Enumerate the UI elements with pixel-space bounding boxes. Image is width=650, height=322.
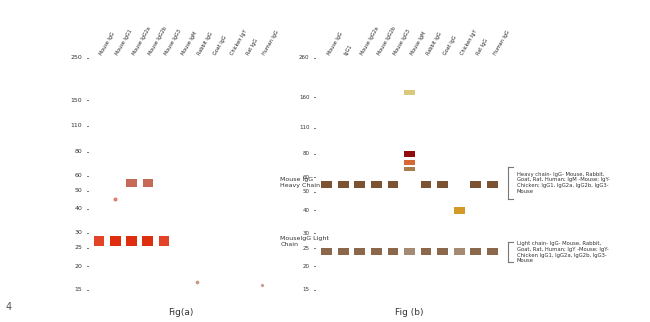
Bar bbox=[487, 181, 498, 188]
Text: 60: 60 bbox=[75, 173, 82, 178]
Bar bbox=[94, 236, 104, 246]
Bar bbox=[354, 248, 365, 255]
Bar bbox=[338, 248, 348, 255]
Text: Rabbit IgG: Rabbit IgG bbox=[426, 31, 443, 56]
Bar bbox=[110, 236, 121, 246]
Text: Goat IgG: Goat IgG bbox=[213, 34, 228, 56]
Bar bbox=[143, 179, 153, 187]
Text: Mouse IgG2b: Mouse IgG2b bbox=[148, 25, 168, 56]
Bar bbox=[338, 181, 348, 188]
Text: Rat IgG: Rat IgG bbox=[476, 37, 489, 56]
Text: Mouse IgM: Mouse IgM bbox=[410, 30, 427, 56]
Text: 30: 30 bbox=[303, 231, 309, 236]
Bar bbox=[321, 181, 332, 188]
Bar bbox=[387, 181, 398, 188]
Bar bbox=[454, 248, 465, 255]
Text: 110: 110 bbox=[299, 125, 309, 130]
Bar bbox=[142, 236, 153, 246]
Bar bbox=[437, 248, 448, 255]
Bar bbox=[321, 248, 332, 255]
Text: Rabbit IgG: Rabbit IgG bbox=[197, 31, 214, 56]
Bar bbox=[404, 160, 415, 165]
Text: Mouse IgG: Mouse IgG bbox=[326, 31, 344, 56]
Text: Mouse IgG2a: Mouse IgG2a bbox=[359, 25, 380, 56]
Text: Mouse IgG2b: Mouse IgG2b bbox=[376, 25, 396, 56]
Text: 80: 80 bbox=[75, 149, 82, 154]
Bar bbox=[471, 181, 481, 188]
Text: 250: 250 bbox=[70, 55, 82, 61]
Text: 40: 40 bbox=[74, 206, 82, 212]
Text: Rat IgG: Rat IgG bbox=[246, 37, 259, 56]
Text: Heavy chain- IgG- Mouse, Rabbit,
Goat, Rat, Human; IgM -Mouse; IgY-
Chicken; IgG: Heavy chain- IgG- Mouse, Rabbit, Goat, R… bbox=[517, 172, 610, 194]
Text: 50: 50 bbox=[75, 188, 82, 193]
Text: Mouse IgG1: Mouse IgG1 bbox=[115, 28, 134, 56]
Text: 20: 20 bbox=[74, 264, 82, 269]
Text: 15: 15 bbox=[75, 287, 82, 292]
Bar bbox=[126, 179, 137, 187]
Bar bbox=[159, 236, 169, 246]
Bar bbox=[371, 248, 382, 255]
Bar bbox=[437, 181, 448, 188]
Bar bbox=[126, 236, 137, 246]
Text: Mouse IgG3: Mouse IgG3 bbox=[393, 28, 411, 56]
Bar bbox=[487, 248, 498, 255]
Text: 80: 80 bbox=[303, 151, 309, 156]
Bar bbox=[354, 181, 365, 188]
Text: 25: 25 bbox=[74, 245, 82, 250]
Text: Mouse IgG: Mouse IgG bbox=[99, 31, 116, 56]
Text: IgG1: IgG1 bbox=[343, 43, 353, 56]
Text: Human IgG: Human IgG bbox=[262, 29, 280, 56]
Bar bbox=[404, 151, 415, 156]
Text: 150: 150 bbox=[71, 98, 82, 102]
Text: MouseIgG Light
Chain: MouseIgG Light Chain bbox=[280, 236, 330, 247]
Text: 50: 50 bbox=[303, 189, 309, 194]
Bar bbox=[387, 248, 398, 255]
Bar bbox=[421, 248, 432, 255]
Bar bbox=[421, 181, 432, 188]
Text: 160: 160 bbox=[299, 95, 309, 100]
Text: 110: 110 bbox=[71, 123, 82, 128]
Bar bbox=[404, 90, 415, 95]
Text: 60: 60 bbox=[303, 175, 309, 180]
Text: Human IgG: Human IgG bbox=[493, 29, 511, 56]
Text: 30: 30 bbox=[74, 230, 82, 235]
Text: Mouse IgG3: Mouse IgG3 bbox=[164, 28, 183, 56]
Text: Fig(a): Fig(a) bbox=[168, 308, 193, 317]
Bar bbox=[454, 207, 465, 213]
Text: 15: 15 bbox=[303, 287, 309, 292]
Bar bbox=[404, 167, 415, 172]
Text: 25: 25 bbox=[303, 246, 309, 251]
Bar bbox=[371, 181, 382, 188]
Text: 40: 40 bbox=[303, 208, 309, 213]
Text: Mouse IgG2a: Mouse IgG2a bbox=[131, 25, 151, 56]
Text: Light chain- IgG- Mouse, Rabbit,
Goat, Rat, Human; IgY -Mouse; IgY-
Chicken IgG1: Light chain- IgG- Mouse, Rabbit, Goat, R… bbox=[517, 241, 608, 263]
Bar bbox=[404, 248, 415, 255]
Bar bbox=[471, 248, 481, 255]
Text: Chicken IgY: Chicken IgY bbox=[229, 28, 248, 56]
Text: Goat IgG: Goat IgG bbox=[443, 34, 458, 56]
Text: Mouse IgG
Heavy Chain: Mouse IgG Heavy Chain bbox=[280, 177, 320, 188]
Text: 260: 260 bbox=[299, 55, 309, 61]
Text: Mouse IgM: Mouse IgM bbox=[181, 30, 198, 56]
Text: Chicken IgY: Chicken IgY bbox=[460, 28, 478, 56]
Text: Fig (b): Fig (b) bbox=[395, 308, 424, 317]
Text: 4: 4 bbox=[5, 302, 11, 312]
Text: 20: 20 bbox=[303, 264, 309, 269]
